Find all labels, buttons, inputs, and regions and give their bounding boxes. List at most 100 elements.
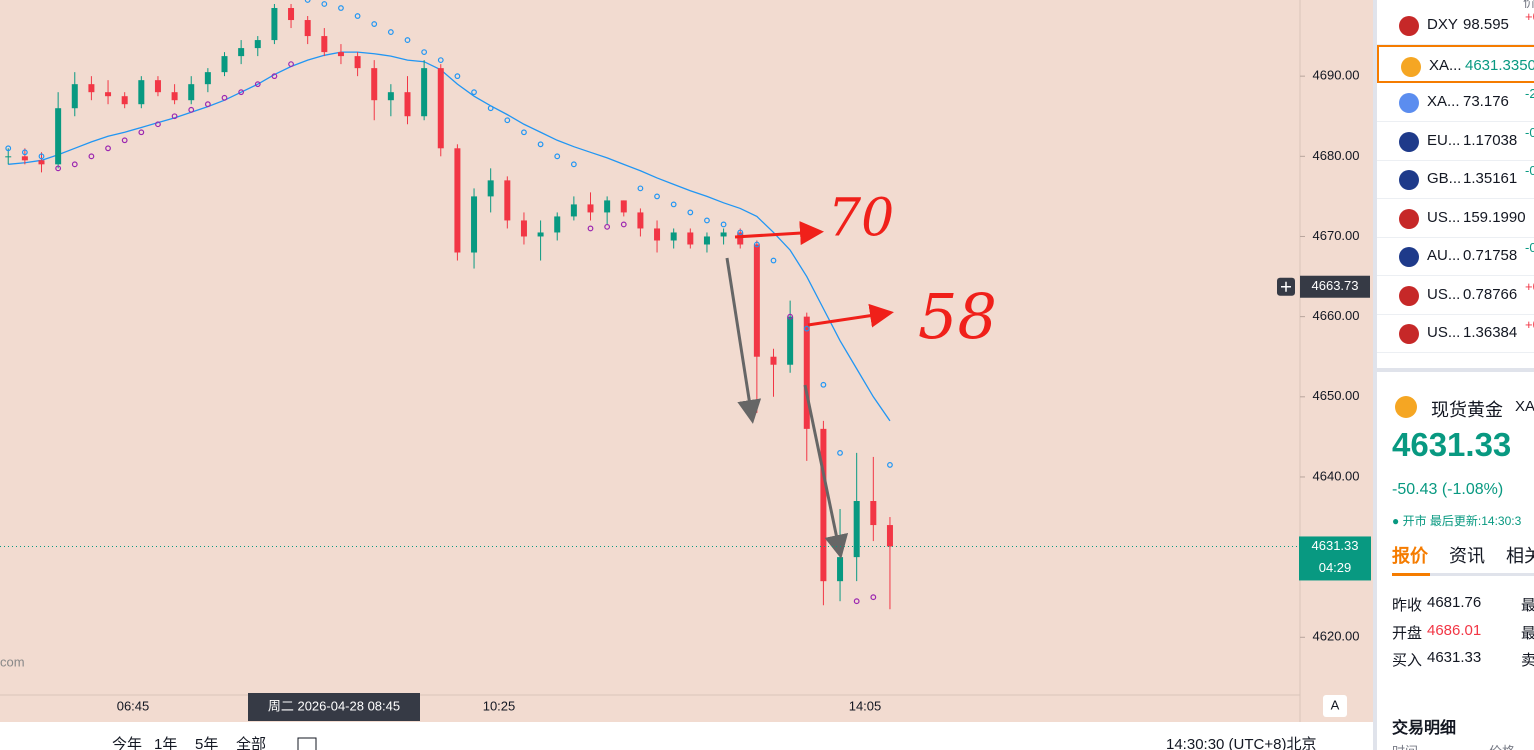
- tab[interactable]: 报价: [1392, 546, 1428, 566]
- sar-dot: [803, 325, 810, 332]
- candle-body: [637, 212, 644, 229]
- symbol-icon: [1399, 324, 1419, 344]
- symbol-icon: [1399, 247, 1419, 267]
- change: +0: [1525, 278, 1534, 294]
- toolbar: [0, 722, 1373, 750]
- range-button[interactable]: 今年: [112, 736, 142, 750]
- sar-dot: [221, 94, 228, 101]
- symbol: XA...: [1429, 56, 1462, 74]
- candle-body: [354, 56, 361, 69]
- sar-dot: [21, 149, 28, 156]
- sar-dot: [55, 165, 62, 172]
- quote-value: 4631.33: [1427, 649, 1482, 666]
- sar-dot: [454, 73, 461, 80]
- candle-body: [570, 204, 577, 217]
- last-price-label: 4631.33: [1312, 538, 1359, 553]
- divider: [1377, 368, 1534, 372]
- column-header: 价: [1523, 0, 1534, 11]
- candle-body: [171, 92, 178, 101]
- add-alert-icon: [1281, 281, 1291, 292]
- candle-body: [421, 68, 428, 117]
- range-button[interactable]: 5年: [195, 736, 218, 750]
- sar-dot: [288, 61, 294, 68]
- sar-dot: [787, 313, 794, 320]
- countdown: 04:29: [1319, 560, 1352, 575]
- sar-dot: [71, 161, 78, 168]
- tab[interactable]: 相关: [1506, 546, 1534, 566]
- annotation: 70: [828, 189, 894, 249]
- candle-body: [304, 20, 311, 37]
- watchlist-row[interactable]: AU...0.71758 -0.: [1377, 237, 1534, 276]
- price-change: -50.43 (-1.08%): [1392, 481, 1504, 498]
- crosshair-time-box: [248, 693, 420, 721]
- sar-dot: [121, 137, 128, 144]
- crosshair-price: 4663.73: [1312, 278, 1359, 293]
- candle-body: [288, 8, 295, 21]
- sar-dot: [820, 381, 827, 388]
- candle-body: [204, 72, 211, 85]
- watchlist-row[interactable]: DXY 98.595 +0: [1377, 6, 1534, 45]
- watchlist-row[interactable]: XA... 4631.3350: [1377, 44, 1534, 83]
- calendar-icon[interactable]: [297, 737, 317, 750]
- range-button[interactable]: 全部: [236, 735, 266, 750]
- watchlist-row[interactable]: US...1.36384 +0: [1377, 314, 1534, 353]
- range-button[interactable]: 1年: [154, 736, 177, 750]
- sar-dot: [770, 257, 777, 264]
- chart-background: [0, 0, 1373, 722]
- sar-dot: [670, 201, 677, 208]
- symbol: US...: [1427, 285, 1461, 303]
- candle-body: [753, 244, 760, 357]
- crosshair-price-box: [1300, 275, 1370, 298]
- price: 0.78766: [1463, 285, 1518, 303]
- sar-dot: [404, 37, 411, 43]
- candle-body: [238, 48, 245, 57]
- candle-body: [121, 96, 128, 105]
- sar-dot: [171, 113, 178, 120]
- price: 1.35161: [1463, 170, 1518, 187]
- x-tick-label: 10:25: [483, 698, 516, 713]
- watchlist-row[interactable]: XA...73.176 -2.: [1377, 83, 1534, 122]
- tab[interactable]: 资讯: [1449, 546, 1485, 566]
- candle-body: [670, 232, 677, 241]
- watchlist-row[interactable]: GB...1.35161 -0.: [1377, 160, 1534, 199]
- candle-body: [471, 196, 478, 253]
- candle-body: [188, 84, 195, 101]
- sar-dot: [304, 0, 311, 3]
- candle-body: [620, 200, 627, 213]
- y-tick-label: 4650.00: [1313, 388, 1360, 403]
- sar-dot: [321, 1, 328, 7]
- price: 1.17038: [1463, 131, 1518, 149]
- sar-dot: [138, 129, 145, 136]
- sar-dot: [204, 101, 211, 108]
- annotation: 58: [918, 280, 997, 353]
- column-header: 时间: [1392, 741, 1418, 750]
- sar-dot: [687, 209, 694, 216]
- watchlist-row[interactable]: EU...1.17038 -0.: [1377, 122, 1534, 161]
- last-price-box: [1299, 536, 1371, 581]
- symbol: US...: [1427, 324, 1461, 341]
- candle-body: [404, 92, 411, 117]
- annotation-arrow: [803, 384, 849, 559]
- watchlist-row[interactable]: US...0.78766 +0: [1377, 276, 1534, 315]
- candle-body: [154, 80, 161, 93]
- sar-dot: [471, 89, 477, 96]
- quote-label: 最: [1521, 622, 1534, 643]
- sar-dot: [837, 450, 843, 456]
- sar-dot: [188, 106, 195, 113]
- candle-body: [454, 148, 461, 253]
- sar-dot: [620, 221, 627, 228]
- section-title: 交易明细: [1392, 720, 1457, 737]
- sar-dot: [720, 221, 727, 228]
- candle-body: [371, 68, 378, 101]
- scale-button-label[interactable]: A: [1331, 697, 1340, 712]
- candle-body: [853, 501, 860, 558]
- sar-dot: [238, 89, 245, 96]
- x-tick-label: 14:05: [849, 698, 882, 713]
- change: +0: [1525, 317, 1534, 332]
- sar-dot: [554, 153, 561, 160]
- candle-body: [886, 525, 893, 547]
- watchlist-row[interactable]: US... 159.1990: [1377, 199, 1534, 238]
- candle-body: [703, 236, 710, 245]
- scale-button[interactable]: [1323, 695, 1347, 717]
- clock: 14:30:30 (UTC+8)北京: [1166, 736, 1316, 750]
